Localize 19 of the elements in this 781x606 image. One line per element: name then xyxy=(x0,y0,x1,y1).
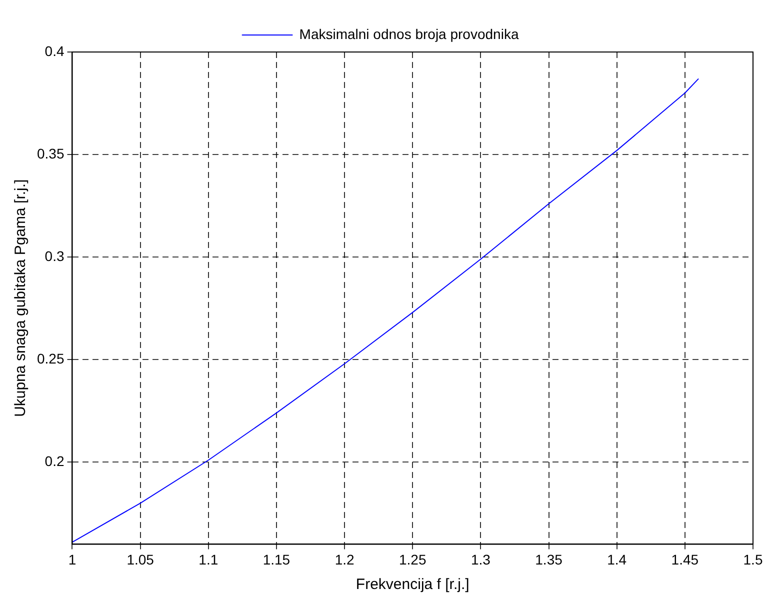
x-tick-label: 1 xyxy=(68,551,76,568)
y-tick-label: 0.25 xyxy=(37,350,64,366)
x-tick-label: 1.2 xyxy=(334,551,354,568)
x-tick-label: 1.1 xyxy=(198,551,218,568)
y-tick-label: 0.2 xyxy=(44,453,64,470)
y-axis-title: Ukupna snaga gubitaka Pgama [r.j.] xyxy=(12,179,30,417)
x-tick-label: 1.45 xyxy=(671,551,699,568)
x-tick-label: 1.3 xyxy=(470,551,491,568)
y-tick-label: 0.3 xyxy=(44,248,64,264)
x-tick-label: 1.35 xyxy=(535,551,563,568)
x-tick-label: 1.25 xyxy=(399,551,426,568)
x-tick-label: 1.15 xyxy=(262,551,290,568)
x-tick-label: 1.4 xyxy=(607,551,627,568)
y-tick-label: 0.35 xyxy=(37,145,64,162)
legend-label: Maksimalni odnos broja provodnika xyxy=(299,26,519,42)
x-tick-label: 1.05 xyxy=(126,551,154,568)
y-tick-label: 0.4 xyxy=(44,42,64,59)
x-axis-title: Frekvencija f [r.j.] xyxy=(356,576,470,594)
x-tick-label: 1.5 xyxy=(743,551,763,568)
